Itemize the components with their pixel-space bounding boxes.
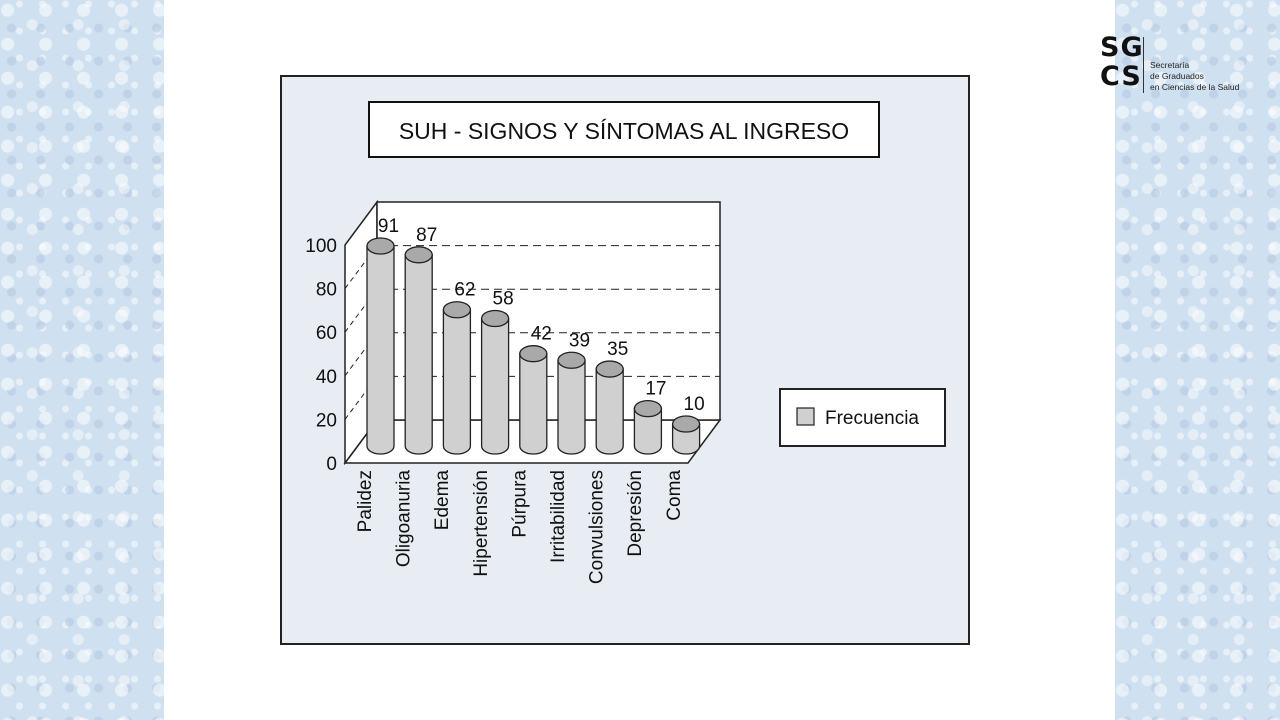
bar-top — [480, 309, 510, 328]
logo-line-2: CS — [1100, 61, 1142, 92]
x-tick-label: Depresión — [625, 470, 646, 557]
bar: 17 — [633, 379, 666, 455]
bar: 42 — [519, 324, 552, 455]
bar-body — [557, 359, 586, 455]
bar: 91 — [366, 216, 399, 455]
bar-top — [366, 237, 395, 255]
legend-label: Frecuencia — [825, 408, 919, 429]
bar-top — [671, 415, 701, 433]
bar-value-label: 17 — [645, 379, 666, 400]
y-tick-label: 40 — [316, 367, 337, 388]
bar-value-label: 10 — [684, 394, 705, 415]
bar: 10 — [671, 394, 705, 455]
sgcs-logo: SG CS Secretaría de Graduados en Ciencia… — [1098, 33, 1268, 97]
x-tick-label: Palidez — [355, 470, 376, 532]
bars: 91 87 62 58 42 39 35 17 10 — [366, 216, 705, 455]
chart-back-wall — [376, 201, 721, 421]
bar: 87 — [404, 225, 437, 455]
bar-body — [595, 368, 624, 455]
x-tick-label: Coma — [664, 470, 685, 521]
y-tick-label: 0 — [326, 454, 337, 475]
bar-value-label: 42 — [531, 324, 552, 345]
logo-divider — [1143, 37, 1144, 93]
bar-value-label: 62 — [454, 280, 475, 301]
bar: 39 — [557, 330, 590, 455]
bar-top — [404, 246, 433, 264]
x-tick-label: Irritabilidad — [548, 470, 569, 563]
bar-value-label: 91 — [378, 216, 399, 237]
left-decorative-background — [0, 0, 164, 720]
logo-text-2: de Graduados — [1150, 71, 1204, 81]
legend-swatch — [796, 407, 815, 426]
bar-body — [480, 317, 510, 455]
bar-top — [442, 301, 472, 319]
logo-text-3: en Ciencias de la Salud — [1150, 82, 1240, 92]
x-tick-label: Convulsiones — [587, 470, 608, 584]
bar-top — [595, 360, 624, 378]
right-decorative-background — [1115, 0, 1280, 720]
bar: 58 — [480, 289, 514, 455]
logo-line-1: SG — [1100, 32, 1144, 63]
bar-value-label: 39 — [569, 330, 590, 351]
bar-top — [633, 399, 663, 418]
bar: 35 — [595, 339, 628, 455]
bar-top — [519, 345, 548, 363]
bar-body — [366, 245, 395, 455]
bar-body — [633, 407, 663, 455]
bar-body — [519, 353, 548, 455]
title-box — [368, 101, 880, 158]
y-tick-label: 20 — [316, 410, 337, 431]
bar-value-label: 58 — [493, 289, 514, 310]
x-tick-label: Púrpura — [509, 470, 530, 538]
bar: 62 — [442, 280, 475, 455]
y-tick-label: 60 — [316, 323, 337, 344]
y-tick-label: 80 — [316, 280, 337, 301]
bar-body — [442, 309, 472, 455]
gridlines — [344, 201, 720, 420]
x-tick-label: Edema — [432, 470, 453, 531]
y-axis-ticks: 0 20 40 60 80 100 — [305, 236, 337, 475]
x-tick-label: Oligoanuria — [394, 470, 415, 568]
x-axis-labels: Palidez Oligoanuria Edema Hipertensión Púrpu… — [355, 470, 685, 585]
bar-value-label: 87 — [416, 225, 437, 246]
chart-title: SUH - SIGNOS Y SÍNTOMAS AL INGRESO — [399, 118, 849, 144]
logo-text-1: Secretaría — [1150, 60, 1190, 70]
bar-top — [557, 351, 586, 369]
y-tick-label: 100 — [305, 236, 337, 257]
bar-body — [404, 254, 433, 455]
x-tick-label: Hipertensión — [471, 470, 492, 577]
bar-value-label: 35 — [607, 339, 628, 360]
